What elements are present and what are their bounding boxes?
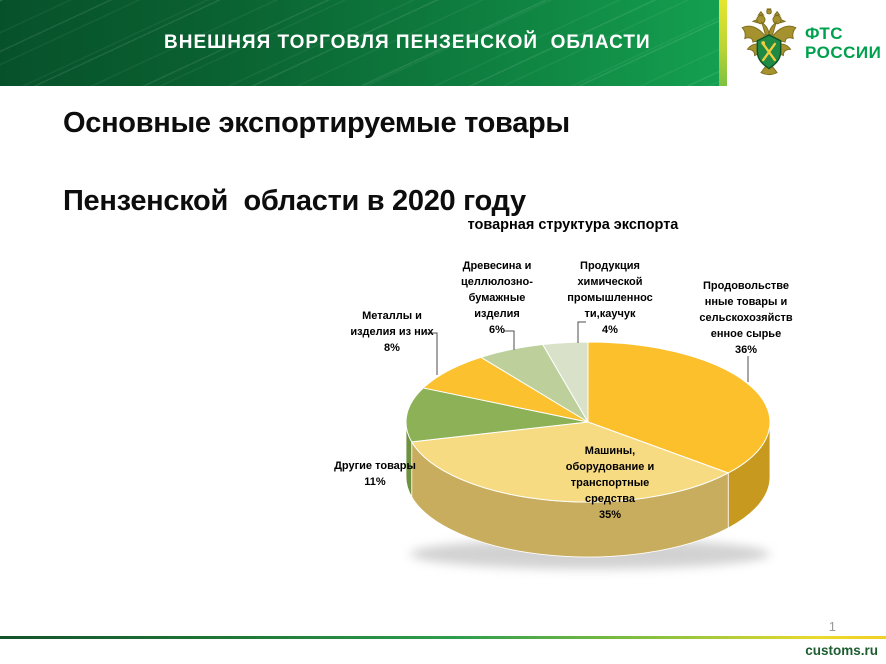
pie-leader-line-5	[577, 321, 586, 343]
page-title-line2: Пензенской области в 2020 году	[63, 185, 526, 217]
banner-title: ВНЕШНЯЯ ТОРГОВЛЯ ПЕНЗЕНСКОЙ ОБЛАСТИ	[164, 32, 651, 53]
pie-leader-line-3	[426, 332, 438, 375]
logo-caduceus-torch	[761, 41, 776, 62]
fts-logo-line2: РОССИИ	[805, 43, 882, 62]
pie-label-2: Другие товары 11%	[334, 460, 416, 488]
page-title: Основные экспортируемые товары Пензенско…	[63, 104, 570, 221]
header-accent-stripe	[719, 0, 727, 86]
fts-logo-area: ФТС РОССИИ	[727, 0, 886, 86]
pie-slice-1	[411, 421, 729, 503]
pie-slice-5	[542, 341, 589, 423]
fts-logo-line1: ФТС	[805, 23, 844, 43]
pie-label-0: Продовольстве нные товары и сельскохозяй…	[699, 280, 793, 356]
pie-slice-3	[422, 356, 589, 423]
page-number: 1	[828, 619, 836, 634]
pie-label-3: Металлы и изделия из них 8%	[350, 310, 434, 354]
pie-label-5: Продукция химической промышленнос ти,кау…	[567, 260, 653, 336]
chart-title: товарная структура экспорта	[467, 217, 679, 233]
customs-site-label: customs.ru	[805, 643, 878, 658]
pie-label-1: Машины, оборудование и транспортные сред…	[565, 445, 655, 521]
fts-logo-text: ФТС РОССИИ	[805, 24, 881, 62]
header-banner: ВНЕШНЯЯ ТОРГОВЛЯ ПЕНЗЕНСКОЙ ОБЛАСТИ	[0, 0, 722, 86]
pie-slice-2	[405, 387, 589, 443]
pie-label-4: Древесина и целлюлозно- бумажные изделия…	[461, 260, 533, 336]
pie-leader-line-4	[504, 330, 515, 350]
page-title-line1: Основные экспортируемые товары	[63, 107, 570, 139]
footer-divider	[0, 636, 886, 639]
fts-eagle-logo-icon	[741, 8, 797, 76]
pie-slice-0	[587, 341, 771, 474]
